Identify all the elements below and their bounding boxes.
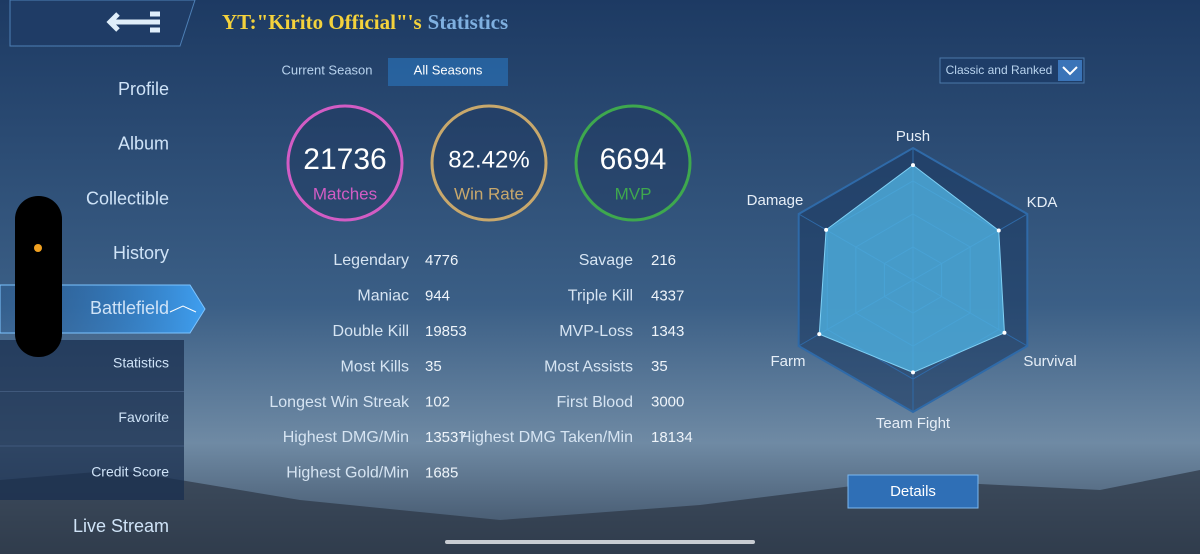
stat-label: Legendary — [333, 252, 409, 269]
title: YT:"Kirito Official"'s Statistics — [222, 10, 508, 34]
stat-label: Triple Kill — [568, 288, 633, 305]
back-icon — [106, 11, 160, 33]
stat-value: 1343 — [651, 323, 684, 340]
menu-item[interactable]: Album — [118, 134, 169, 154]
summary-ring — [430, 104, 548, 222]
stat-label: Highest Gold/Min — [286, 465, 409, 482]
tab[interactable]: All Seasons — [414, 62, 483, 77]
home-indicator — [445, 540, 755, 544]
stat-label: Double Kill — [333, 323, 409, 340]
stat-value: 1685 — [425, 464, 458, 481]
summary-label: Matches — [313, 184, 377, 203]
submenu-item[interactable]: Favorite — [118, 409, 169, 425]
radar-label: Farm — [771, 353, 806, 370]
stat-value: 4337 — [651, 287, 684, 304]
stat-label: MVP-Loss — [559, 323, 633, 340]
player-name: YT:"Kirito Official"'s — [222, 10, 422, 34]
menu-item[interactable]: History — [113, 243, 169, 263]
summary-value: 6694 — [600, 143, 667, 176]
dropdown-arrow — [1062, 66, 1078, 76]
radar-label: Survival — [1023, 353, 1076, 370]
active-tab[interactable] — [388, 58, 508, 86]
radar-point — [824, 227, 829, 232]
stat-value: 216 — [651, 252, 676, 269]
camera-notch — [15, 196, 62, 357]
stat-label: First Blood — [557, 394, 633, 411]
stat-label: Longest Win Streak — [269, 394, 410, 411]
stat-value: 3000 — [651, 394, 684, 411]
menu-item[interactable]: Live Stream — [73, 516, 169, 536]
summary-ring — [286, 104, 404, 222]
stat-value: 944 — [425, 287, 450, 304]
submenu-panel — [0, 340, 184, 500]
collapse-icon — [169, 305, 197, 313]
stat-label: Most Kills — [341, 358, 409, 375]
stat-label: Most Assists — [544, 358, 633, 375]
tab[interactable]: Current Season — [281, 62, 372, 77]
stat-value: 18134 — [651, 429, 693, 446]
stat-value: 4776 — [425, 252, 458, 269]
summary-ring — [574, 104, 692, 222]
summary-label: Win Rate — [454, 184, 524, 203]
summary-label: MVP — [615, 184, 652, 203]
radar-point — [911, 163, 915, 168]
submenu-item[interactable]: Statistics — [113, 355, 169, 371]
menu-item[interactable]: Collectible — [86, 188, 169, 208]
menu-item[interactable]: Battlefield — [90, 298, 169, 318]
stat-value: 102 — [425, 394, 450, 411]
radar-point — [817, 332, 822, 337]
dropdown-arrow-box — [1058, 60, 1082, 81]
back-button[interactable] — [9, 0, 196, 47]
stat-value: 35 — [651, 358, 668, 375]
submenu-item[interactable]: Credit Score — [91, 464, 169, 480]
stat-label: Highest DMG Taken/Min — [460, 429, 633, 446]
stat-value: 35 — [425, 358, 442, 375]
details-label[interactable]: Details — [890, 483, 936, 500]
menu-item[interactable]: Profile — [118, 79, 169, 99]
stat-label: Savage — [579, 252, 633, 269]
details-button[interactable] — [847, 474, 979, 509]
radar-point — [1002, 330, 1007, 335]
stat-label: Highest DMG/Min — [283, 429, 409, 446]
radar-label: KDA — [1027, 194, 1058, 211]
radar-label: Damage — [747, 192, 804, 209]
summary-value: 82.42% — [448, 146, 529, 173]
camera-dot — [34, 244, 42, 252]
radar-label: Team Fight — [876, 415, 951, 432]
stat-value: 13537 — [425, 429, 467, 446]
summary-value: 21736 — [303, 143, 386, 176]
radar-point — [996, 228, 1001, 233]
page-title: Statistics — [428, 10, 509, 34]
stat-value: 19853 — [425, 323, 467, 340]
radar-point — [911, 370, 915, 375]
stat-label: Maniac — [357, 288, 409, 305]
mode-label: Classic and Ranked — [946, 63, 1053, 77]
radar-label: Push — [896, 128, 930, 145]
